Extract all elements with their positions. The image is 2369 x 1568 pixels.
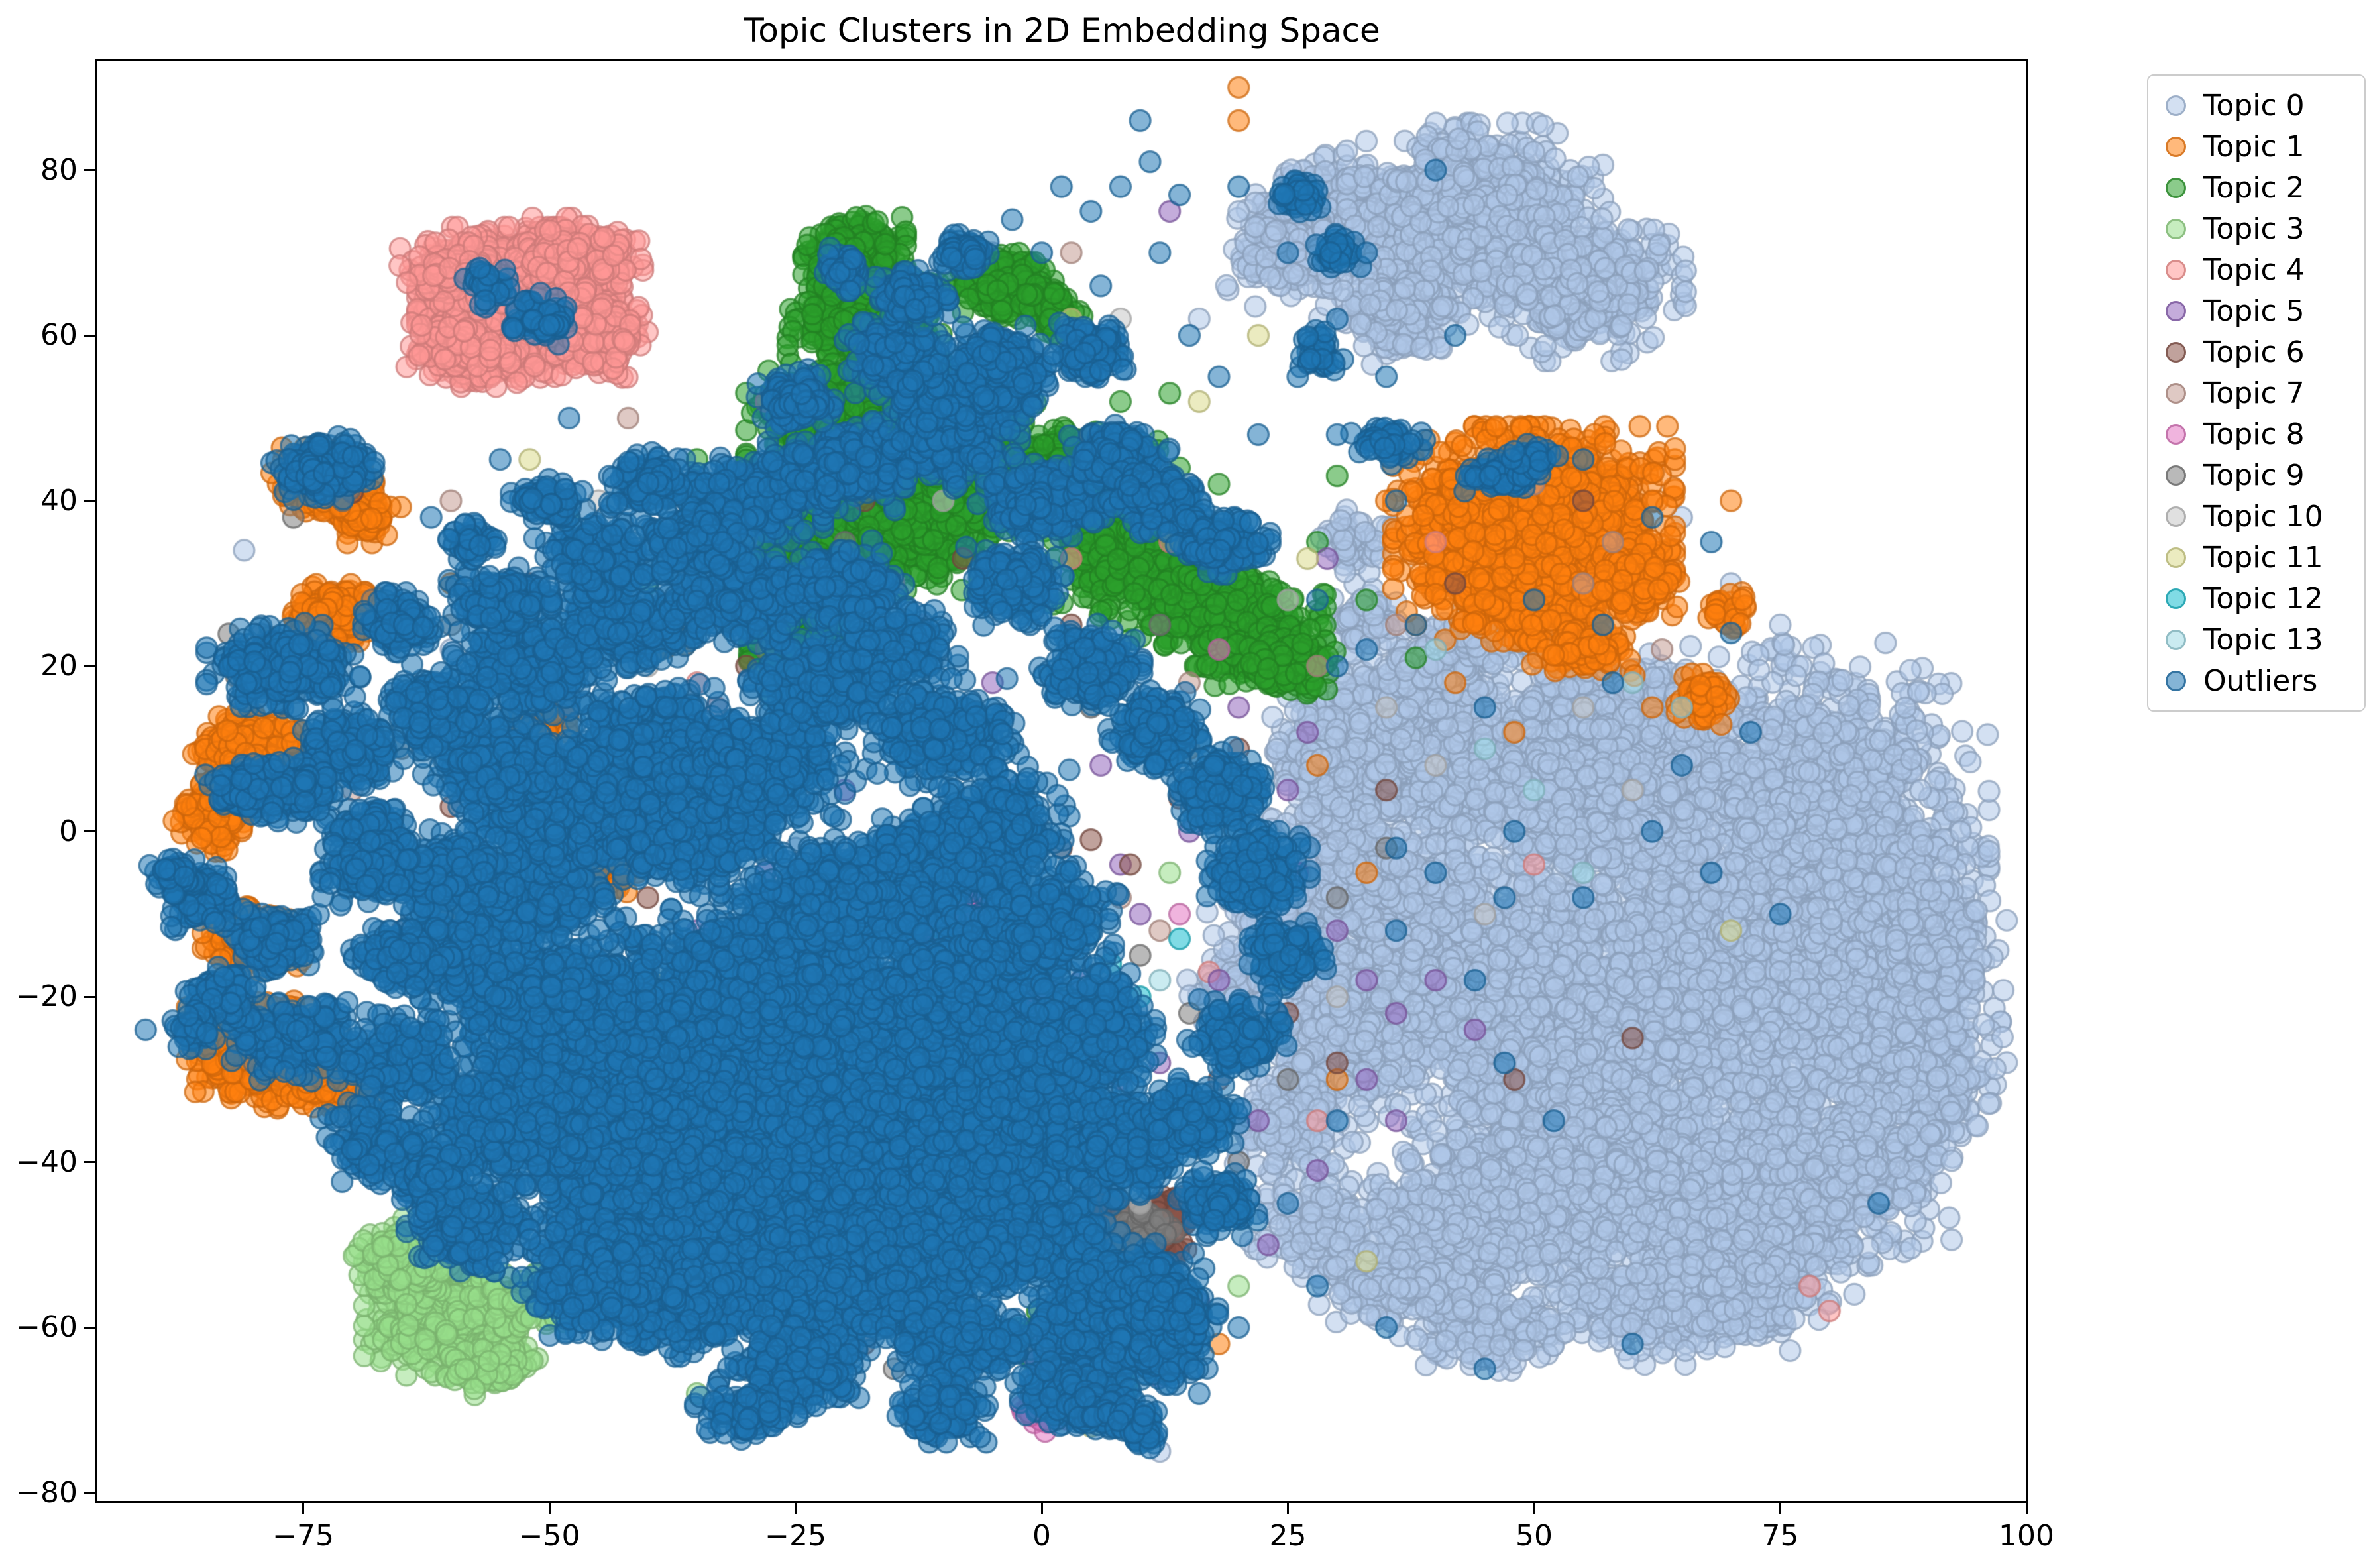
legend-entry: Topic 3 bbox=[2148, 208, 2364, 249]
x-tick-label: 100 bbox=[1999, 1519, 2054, 1553]
y-tick-label: −40 bbox=[16, 1145, 78, 1179]
legend-entry-label: Outliers bbox=[2203, 663, 2318, 698]
legend: Topic 0 Topic 1 Topic 2 Topic 3 Topic 4 Topic… bbox=[2147, 74, 2366, 712]
scatter-canvas bbox=[97, 61, 2026, 1501]
legend-entry: Topic 11 bbox=[2148, 537, 2364, 578]
x-tick-label: −25 bbox=[765, 1519, 826, 1553]
legend-marker-icon bbox=[2166, 588, 2186, 609]
legend-entry-label: Topic 4 bbox=[2203, 252, 2305, 287]
chart-title: Topic Clusters in 2D Embedding Space bbox=[744, 11, 1380, 50]
legend-entry: Topic 12 bbox=[2148, 578, 2364, 619]
y-tick-label: 40 bbox=[40, 483, 78, 518]
y-tick-label: −80 bbox=[16, 1475, 78, 1510]
legend-marker-icon bbox=[2166, 423, 2186, 445]
legend-marker-icon bbox=[2166, 259, 2186, 280]
y-tick-mark bbox=[84, 334, 95, 337]
legend-entry: Outliers bbox=[2148, 660, 2364, 701]
y-tick-label: 80 bbox=[40, 152, 78, 187]
y-tick-label: 60 bbox=[40, 318, 78, 353]
y-tick-label: −60 bbox=[16, 1310, 78, 1345]
y-tick-label: 0 bbox=[59, 814, 78, 848]
x-tick-mark bbox=[795, 1503, 797, 1514]
legend-entry-label: Topic 9 bbox=[2203, 458, 2305, 492]
legend-entry-label: Topic 8 bbox=[2203, 417, 2305, 451]
x-tick-mark bbox=[1287, 1503, 1290, 1514]
legend-marker-icon bbox=[2166, 218, 2186, 239]
legend-marker-icon bbox=[2166, 177, 2186, 198]
legend-marker-icon bbox=[2166, 341, 2186, 363]
y-tick-mark bbox=[84, 665, 95, 667]
legend-entry-label: Topic 13 bbox=[2203, 622, 2323, 657]
x-tick-label: −50 bbox=[518, 1519, 580, 1553]
legend-marker-icon bbox=[2166, 629, 2186, 650]
plot-area bbox=[95, 59, 2028, 1503]
x-tick-mark bbox=[2025, 1503, 2028, 1514]
legend-entry-label: Topic 7 bbox=[2203, 376, 2305, 410]
x-tick-mark bbox=[548, 1503, 551, 1514]
x-tick-label: −75 bbox=[272, 1519, 334, 1553]
y-tick-mark bbox=[84, 1492, 95, 1494]
legend-entry: Topic 9 bbox=[2148, 455, 2364, 496]
legend-entry: Topic 13 bbox=[2148, 619, 2364, 660]
legend-entry: Topic 10 bbox=[2148, 496, 2364, 537]
legend-entry-label: Topic 0 bbox=[2203, 88, 2305, 123]
legend-marker-icon bbox=[2166, 465, 2186, 486]
legend-marker-icon bbox=[2166, 300, 2186, 321]
legend-marker-icon bbox=[2166, 95, 2186, 116]
legend-entry: Topic 6 bbox=[2148, 331, 2364, 372]
legend-entry: Topic 4 bbox=[2148, 249, 2364, 290]
x-tick-label: 25 bbox=[1269, 1519, 1307, 1553]
legend-marker-icon bbox=[2166, 382, 2186, 404]
legend-entry: Topic 5 bbox=[2148, 290, 2364, 331]
y-tick-label: −20 bbox=[16, 980, 78, 1014]
x-tick-label: 75 bbox=[1761, 1519, 1799, 1553]
y-tick-mark bbox=[84, 169, 95, 172]
x-tick-mark bbox=[1533, 1503, 1535, 1514]
legend-entry: Topic 1 bbox=[2148, 126, 2364, 167]
legend-entry-label: Topic 3 bbox=[2203, 211, 2305, 246]
legend-entry-label: Topic 12 bbox=[2203, 581, 2323, 616]
legend-marker-icon bbox=[2166, 547, 2186, 568]
x-tick-mark bbox=[302, 1503, 305, 1514]
legend-entry-label: Topic 5 bbox=[2203, 294, 2305, 328]
legend-entry-label: Topic 11 bbox=[2203, 540, 2323, 575]
y-tick-mark bbox=[84, 1161, 95, 1164]
x-tick-label: 50 bbox=[1515, 1519, 1553, 1553]
y-tick-mark bbox=[84, 1326, 95, 1329]
legend-entry: Topic 2 bbox=[2148, 167, 2364, 208]
y-tick-mark bbox=[84, 500, 95, 502]
legend-entry: Topic 0 bbox=[2148, 85, 2364, 126]
y-tick-mark bbox=[84, 830, 95, 833]
legend-entry-label: Topic 1 bbox=[2203, 129, 2305, 164]
y-tick-mark bbox=[84, 995, 95, 998]
legend-entry-label: Topic 10 bbox=[2203, 499, 2323, 533]
y-tick-label: 20 bbox=[40, 649, 78, 683]
legend-entry-label: Topic 2 bbox=[2203, 170, 2305, 205]
legend-marker-icon bbox=[2166, 670, 2186, 691]
x-tick-mark bbox=[1040, 1503, 1043, 1514]
x-tick-label: 0 bbox=[1032, 1519, 1052, 1553]
legend-entry-label: Topic 6 bbox=[2203, 335, 2305, 369]
legend-entry: Topic 7 bbox=[2148, 372, 2364, 414]
legend-marker-icon bbox=[2166, 506, 2186, 527]
legend-entry: Topic 8 bbox=[2148, 414, 2364, 455]
legend-marker-icon bbox=[2166, 136, 2186, 157]
x-tick-mark bbox=[1779, 1503, 1781, 1514]
